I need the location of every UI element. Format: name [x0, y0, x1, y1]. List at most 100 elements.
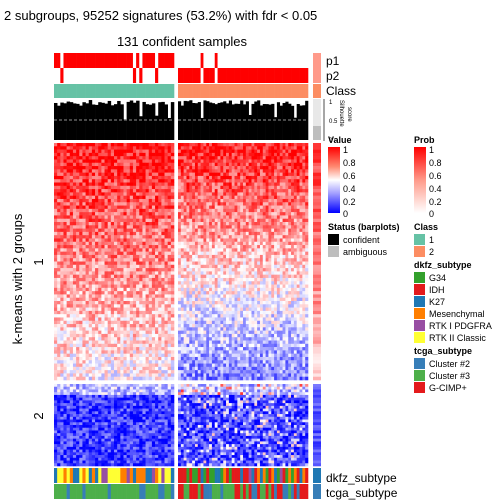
heatmap-cell	[164, 284, 168, 289]
heatmap-cell	[69, 408, 74, 412]
heatmap-cell	[76, 146, 80, 150]
heatmap-cell	[82, 149, 86, 154]
heatmap-cell	[82, 386, 86, 390]
heatmap-cell	[129, 241, 134, 246]
heatmap-cell	[139, 452, 143, 456]
heatmap-cell	[66, 455, 71, 459]
heatmap-cell	[145, 271, 150, 275]
heatmap-cell	[161, 343, 165, 348]
heatmap-cell	[63, 301, 67, 305]
heatmap-cell	[79, 363, 83, 368]
heatmap-cell	[223, 198, 227, 203]
heatmap-cell	[211, 182, 216, 187]
heatmap-cell	[110, 457, 115, 461]
heatmap-cell	[82, 360, 86, 364]
heatmap-cell	[91, 422, 96, 426]
heatmap-cell	[91, 149, 96, 154]
heatmap-cell	[54, 218, 58, 223]
heatmap-cell	[268, 143, 272, 147]
heatmap-cell	[170, 146, 175, 150]
heatmap-cell	[91, 360, 96, 364]
heatmap-cell	[69, 268, 74, 272]
heatmap-cell	[123, 314, 127, 318]
heatmap-cell	[123, 446, 127, 450]
heatmap-cell	[161, 330, 165, 335]
heatmap-cell	[151, 284, 156, 289]
heatmap-cell	[245, 195, 249, 200]
heatmap-cell	[276, 175, 281, 180]
heatmap-cell	[95, 347, 99, 351]
heatmap-cell	[107, 175, 112, 180]
heatmap-cell	[91, 156, 96, 160]
heatmap-cell	[54, 356, 58, 361]
heatmap-cell	[132, 228, 137, 233]
heatmap-cell	[123, 353, 127, 358]
heatmap-cell	[126, 400, 131, 404]
heatmap-cell	[142, 277, 146, 282]
heatmap-cell	[91, 179, 96, 183]
heatmap-cell	[54, 314, 58, 318]
heatmap-cell	[164, 340, 168, 345]
heatmap-cell	[66, 254, 71, 259]
heatmap-cell	[217, 202, 221, 206]
heatmap-cell	[226, 175, 230, 180]
heatmap-cell	[158, 441, 162, 445]
tcga-subtype-cell	[161, 484, 165, 499]
heatmap-cell	[148, 314, 153, 318]
p1-cell	[76, 53, 80, 68]
heatmap-cell	[268, 156, 272, 160]
heatmap-cell	[129, 389, 134, 393]
heatmap-cell	[274, 159, 278, 164]
heatmap-cell	[123, 452, 127, 456]
heatmap-cell	[161, 228, 165, 233]
heatmap-cell	[54, 400, 58, 404]
heatmap-cell	[110, 427, 115, 431]
heatmap-cell	[245, 152, 249, 157]
heatmap-cell	[95, 162, 99, 167]
heatmap-cell	[145, 419, 150, 423]
heatmap-cell	[60, 149, 64, 154]
heatmap-cell	[117, 444, 121, 448]
heatmap-cell	[155, 277, 159, 282]
heatmap-cell	[114, 304, 118, 308]
heatmap-cell	[123, 419, 127, 423]
heatmap-cell	[164, 330, 168, 335]
heatmap-cell	[76, 386, 80, 390]
heatmap-cell	[192, 192, 196, 196]
heatmap-cell	[95, 327, 99, 331]
heatmap-cell	[293, 179, 297, 183]
heatmap-cell	[110, 251, 115, 256]
heatmap-cell	[145, 455, 150, 459]
heatmap-cell	[243, 192, 247, 196]
heatmap-cell	[129, 185, 134, 190]
heatmap-cell	[158, 258, 162, 262]
heatmap-cell	[299, 189, 303, 193]
heatmap-cell	[95, 294, 99, 299]
heatmap-cell	[288, 192, 292, 196]
heatmap-cell	[101, 179, 105, 183]
heatmap-cell	[148, 231, 153, 236]
heatmap-cell	[82, 449, 86, 453]
heatmap-cell	[72, 228, 77, 233]
heatmap-cell	[104, 241, 108, 246]
heatmap-cell	[158, 297, 162, 302]
heatmap-cell	[57, 277, 61, 282]
heatmap-cell	[110, 172, 115, 177]
heatmap-cell	[120, 146, 124, 150]
heatmap-cell	[110, 314, 115, 318]
heatmap-cell	[60, 310, 64, 315]
heatmap-cell	[136, 149, 140, 154]
heatmap-cell	[54, 438, 58, 442]
heatmap-cell	[104, 356, 108, 361]
p1-cell	[101, 53, 105, 68]
heatmap-cell	[107, 408, 112, 412]
heatmap-cell	[257, 202, 261, 206]
heatmap-cell	[91, 433, 96, 437]
heatmap-cell	[148, 356, 153, 361]
heatmap-cell	[76, 360, 80, 364]
heatmap-cell	[129, 189, 134, 193]
heatmap-cell	[158, 189, 162, 193]
heatmap-cell	[139, 317, 143, 322]
heatmap-cell	[101, 215, 105, 220]
heatmap-cell	[139, 373, 143, 378]
